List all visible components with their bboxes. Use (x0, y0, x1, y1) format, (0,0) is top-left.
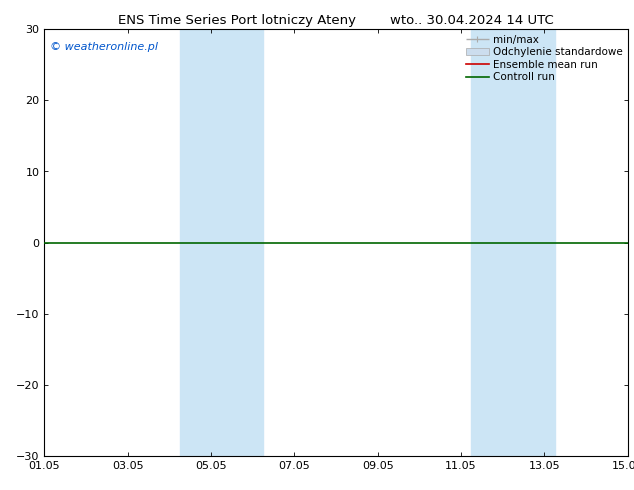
Text: © weatheronline.pl: © weatheronline.pl (50, 42, 158, 52)
Bar (180, 29, 263, 456)
Legend: min/max, Odchylenie standardowe, Ensemble mean run, Controll run: min/max, Odchylenie standardowe, Ensembl… (463, 32, 624, 84)
Bar (472, 29, 555, 456)
Title: ENS Time Series Port lotniczy Ateny        wto.. 30.04.2024 14 UTC: ENS Time Series Port lotniczy Ateny wto.… (118, 14, 554, 27)
